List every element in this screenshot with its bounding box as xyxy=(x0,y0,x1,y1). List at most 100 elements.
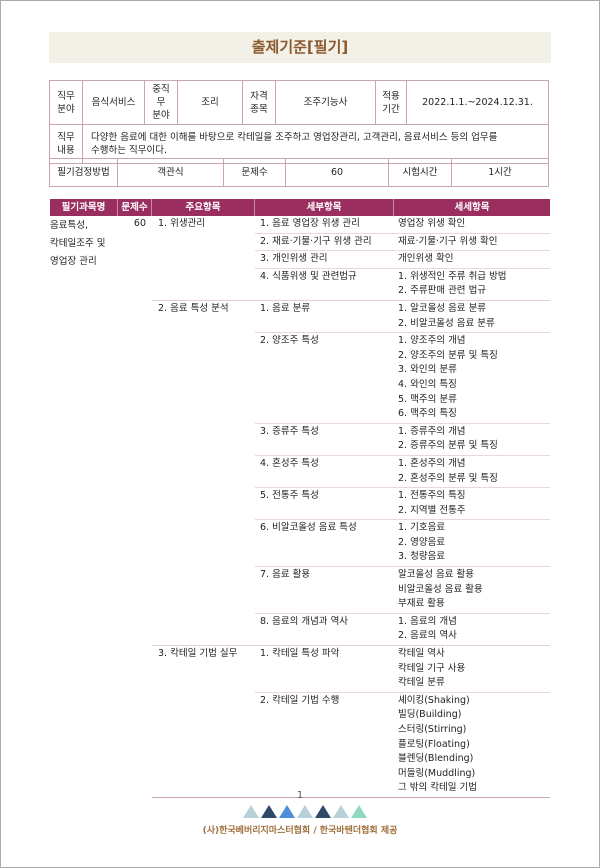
subdetail-item: 2. 증류주의 분류 및 특징 xyxy=(398,440,498,452)
detail-rows: 1. 음료 영업장 위생 관리 영업장 위생 확인 2. 재료·기물·기구 위생 관… xyxy=(255,216,550,300)
subdetail-item: 부재료 활용 xyxy=(398,598,445,610)
table-row: 2. 재료·기물·기구 위생 관리 재료·기물·기구 위생 확인 xyxy=(255,234,550,252)
subdetail-list: 1. 전통주의 특징 2. 지역별 전통주 xyxy=(394,488,550,519)
subdetail-item: 1. 음료의 개념 xyxy=(398,615,457,627)
detail-item: 7. 음료 활용 xyxy=(260,569,311,581)
job-field-label: 직무 분야 xyxy=(49,80,83,125)
detail-rows: 1. 음료 분류 1. 알코올성 음료 분류 2. 비알코올성 음료 분류 2. 양조… xyxy=(255,301,550,645)
subdetail-item: 칵테일 역사 xyxy=(398,648,445,660)
footer-triangles xyxy=(243,805,367,818)
detail-item: 3. 증류주 특성 xyxy=(260,425,319,437)
subject-count: 60 xyxy=(133,218,146,229)
subdetail-list: 1. 증류주의 개념 2. 증류주의 분류 및 특징 xyxy=(394,424,550,455)
duty: 다양한 음료에 대한 이해를 바탕으로 칵테일을 조주하고 영업장관리, 고객관… xyxy=(82,124,549,164)
subdetail-item: 머들링(Muddling) xyxy=(398,767,476,779)
header-subdetail: 세세항목 xyxy=(454,202,490,213)
syllabus-table: 필기과목명 문제수 주요항목 세부항목 세세항목 음료특성, 칵테일조주 및 영… xyxy=(50,199,550,798)
count-label: 문제수 xyxy=(223,158,286,187)
time: 1시간 xyxy=(451,158,549,187)
subdetail-item: 그 밖의 칵테일 기법 xyxy=(398,782,477,794)
subdetail-list: 개인위생 확인 xyxy=(394,251,550,268)
subdetail-list: 1. 양조주의 개념 2. 양조주의 분류 및 특징 3. 와인의 분류 4. 와인의… xyxy=(394,333,550,423)
subdetail-item: 영업장 위생 확인 xyxy=(398,218,466,229)
syllabus-groups: 1. 위생관리 1. 음료 영업장 위생 관리 영업장 위생 확인 2. 재료·기물·… xyxy=(152,216,550,798)
main-item-group: 3. 칵테일 기법 실무 1. 칵테일 특성 파악 칵테일 역사 칵테일 기구 사용 칵… xyxy=(152,646,550,798)
subdetail-item: 1. 증류주의 개념 xyxy=(398,425,466,437)
subdetail-item: 빌딩(Building) xyxy=(398,709,462,721)
subdetail-item: 2. 지역별 전통주 xyxy=(398,504,466,516)
table-row: 1. 음료 영업장 위생 관리 영업장 위생 확인 xyxy=(255,216,550,234)
method: 객관식 xyxy=(117,158,224,187)
detail-item: 5. 전통주 특성 xyxy=(260,490,319,502)
subdetail-list: 재료·기물·기구 위생 확인 xyxy=(394,234,550,251)
table-header: 필기과목명 문제수 주요항목 세부항목 세세항목 xyxy=(50,199,550,216)
period-label: 적용 기간 xyxy=(375,80,407,125)
main-item: 2. 음료 특성 분석 xyxy=(158,302,229,314)
table-row: 3. 개인위생 관리 개인위생 확인 xyxy=(255,251,550,269)
job-field: 음식서비스 xyxy=(82,80,145,125)
table-row: 8. 음료의 개념과 역사 1. 음료의 개념 2. 음료의 역사 xyxy=(255,614,550,645)
page-title: 출제기준[필기] xyxy=(49,32,551,63)
subdetail-item: 알코올성 음료 활용 xyxy=(398,569,474,581)
subdetail-item: 플로팅(Floating) xyxy=(398,738,470,750)
page-number: 1 xyxy=(296,790,304,801)
table-row: 6. 비알코올성 음료 특성 1. 기호음료 2. 영양음료 3. 청량음료 xyxy=(255,520,550,568)
subdetail-item: 4. 와인의 특징 xyxy=(398,378,457,390)
detail-item: 8. 음료의 개념과 역사 xyxy=(260,615,349,627)
detail-item: 2. 재료·기물·기구 위생 관리 xyxy=(260,235,372,247)
subdetail-list: 영업장 위생 확인 xyxy=(394,216,550,233)
subject-name: 음료특성, 칵테일조주 및 영업장 관리 xyxy=(50,220,106,267)
triangle-decoration xyxy=(261,805,277,818)
method-label: 필기검정방법 xyxy=(49,158,118,187)
triangle-decoration xyxy=(243,805,259,818)
main-item: 3. 칵테일 기법 실무 xyxy=(158,648,238,660)
detail-item: 4. 식품위생 및 관련법규 xyxy=(260,270,357,282)
count: 60 xyxy=(285,158,389,187)
subdetail-list: 1. 혼성주의 개념 2. 혼성주의 분류 및 특징 xyxy=(394,456,550,487)
subdetail-list: 칵테일 역사 칵테일 기구 사용 칵테일 분류 xyxy=(394,646,550,692)
subdetail-list: 1. 기호음료 2. 영양음료 3. 청량음료 xyxy=(394,520,550,566)
subdetail-item: 1. 알코올성 음료 분류 xyxy=(398,302,487,314)
detail-item: 6. 비알코올성 음료 특성 xyxy=(260,522,357,534)
detail-item: 4. 혼성주 특성 xyxy=(260,457,319,469)
subdetail-item: 셰이킹(Shaking) xyxy=(398,694,470,706)
subdetail-item: 1. 위생적인 주류 취급 방법 xyxy=(398,270,507,282)
subdetail-item: 1. 전통주의 특징 xyxy=(398,490,466,502)
footer-credit: (사)한국베버리지마스터협회 / 한국바텐더협회 제공 xyxy=(202,826,398,836)
subdetail-item: 블렌딩(Blending) xyxy=(398,753,474,765)
header-detail: 세부항목 xyxy=(255,199,394,216)
header-subject: 필기과목명 xyxy=(50,199,118,216)
method-table: 필기검정방법 객관식 문제수 60 시험시간 1시간 xyxy=(49,158,549,187)
subdetail-item: 비알코올성 음료 활용 xyxy=(398,583,483,595)
detail-item: 1. 음료 영업장 위생 관리 xyxy=(260,218,360,229)
subdetail-list: 1. 위생적인 주류 취급 방법 2. 주류판매 관련 법규 xyxy=(394,269,550,300)
detail-item: 2. 칵테일 기법 수행 xyxy=(260,694,340,706)
main-item-group: 1. 위생관리 1. 음료 영업장 위생 관리 영업장 위생 확인 2. 재료·기물·… xyxy=(152,216,550,301)
subdetail-item: 1. 기호음료 xyxy=(398,522,446,534)
subdetail-item: 5. 맥주의 분류 xyxy=(398,393,457,405)
subdetail-item: 2. 영양음료 xyxy=(398,536,446,548)
subdetail-item: 칵테일 기구 사용 xyxy=(398,662,466,674)
subdetail-list: 셰이킹(Shaking) 빌딩(Building) 스터링(Stirring) 플로팅… xyxy=(394,693,550,797)
main-item-group: 2. 음료 특성 분석 1. 음료 분류 1. 알코올성 음료 분류 2. 비알코올성… xyxy=(152,301,550,647)
triangle-decoration xyxy=(297,805,313,818)
triangle-decoration xyxy=(279,805,295,818)
main-item: 1. 위생관리 xyxy=(158,218,206,229)
subdetail-item: 1. 양조주의 개념 xyxy=(398,335,466,347)
subdetail-list: 1. 음료의 개념 2. 음료의 역사 xyxy=(394,614,550,645)
time-label: 시험시간 xyxy=(388,158,452,187)
table-row: 5. 전통주 특성 1. 전통주의 특징 2. 지역별 전통주 xyxy=(255,488,550,521)
sub-field: 조리 xyxy=(177,80,243,125)
subdetail-item: 재료·기물·기구 위생 확인 xyxy=(398,235,498,247)
table-row: 1. 칵테일 특성 파악 칵테일 역사 칵테일 기구 사용 칵테일 분류 xyxy=(255,646,550,693)
table-row: 1. 음료 분류 1. 알코올성 음료 분류 2. 비알코올성 음료 분류 xyxy=(255,301,550,334)
header-count: 문제수 xyxy=(118,199,152,216)
period: 2022.1.1.~2024.12.31. xyxy=(406,80,549,125)
subdetail-item: 2. 비알코올성 음료 분류 xyxy=(398,317,495,329)
table-row: 4. 혼성주 특성 1. 혼성주의 개념 2. 혼성주의 분류 및 특징 xyxy=(255,456,550,489)
detail-item: 2. 양조주 특성 xyxy=(260,335,319,347)
detail-item: 1. 음료 분류 xyxy=(260,302,311,314)
triangle-decoration xyxy=(351,805,367,818)
